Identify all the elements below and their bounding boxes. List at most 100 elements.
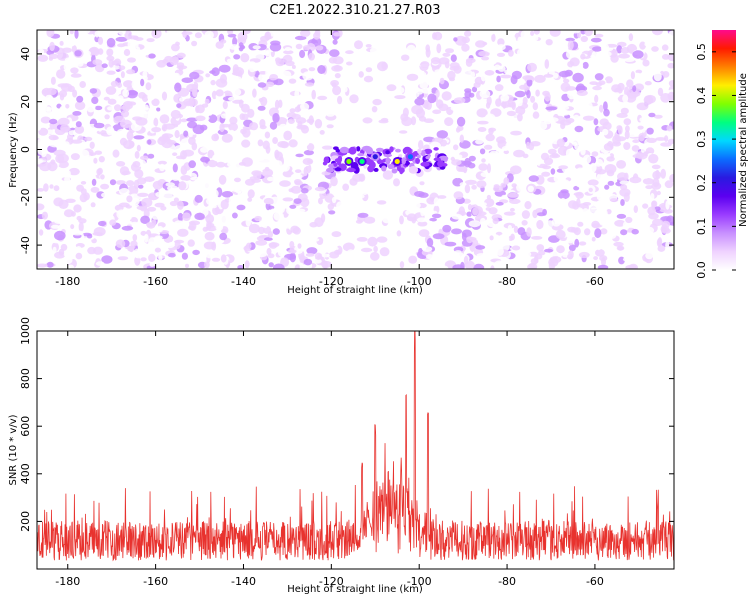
- heatmap-cell: [71, 139, 83, 144]
- x-tick-label: -100: [407, 575, 432, 588]
- heatmap-cell: [451, 228, 462, 235]
- heatmap-cell: [144, 233, 149, 243]
- heatmap-cell: [203, 52, 215, 57]
- heatmap-cell: [139, 54, 144, 63]
- heatmap-cell: [229, 116, 238, 125]
- x-tick-label: -180: [55, 575, 80, 588]
- heatmap-cell: [433, 147, 439, 151]
- spectrogram-y-axis-label: Frequency (Hz): [8, 112, 19, 188]
- heatmap-cell: [274, 149, 280, 159]
- heatmap-cell: [503, 150, 509, 155]
- heatmap-cell: [547, 148, 557, 155]
- heatmap-cell: [272, 137, 278, 144]
- y-tick-label: -20: [19, 188, 32, 206]
- heatmap-cell: [333, 32, 341, 37]
- heatmap-cell: [464, 129, 476, 137]
- heatmap-cell: [522, 96, 528, 105]
- heatmap-cell: [272, 113, 280, 123]
- heatmap-cell: [473, 82, 481, 88]
- heatmap-cell: [38, 48, 45, 56]
- heatmap-cell: [632, 139, 640, 144]
- heatmap-cell: [385, 150, 390, 155]
- heatmap-cell: [72, 89, 78, 98]
- heatmap-cell: [480, 171, 491, 178]
- heatmap-cell: [545, 106, 558, 111]
- heatmap-cell: [626, 79, 634, 88]
- heatmap-cell: [181, 31, 193, 36]
- heatmap-cell: [98, 220, 107, 227]
- heatmap-cell: [506, 110, 516, 117]
- heatmap-cell: [228, 196, 235, 206]
- heatmap-cell: [101, 255, 113, 264]
- heatmap-cell: [81, 30, 91, 34]
- heatmap-cell: [205, 73, 211, 78]
- heatmap-cell: [622, 94, 629, 103]
- heatmap-cell: [331, 196, 337, 204]
- heatmap-cell: [522, 75, 534, 81]
- heatmap-cell: [653, 114, 663, 119]
- heatmap-cell: [353, 193, 365, 199]
- heatmap-cell: [308, 52, 315, 61]
- heatmap-cell: [616, 160, 627, 169]
- snr-panel: -180 -160 -140 -120 -100 -80 -60 200 400 600 800 1…: [8, 317, 675, 595]
- heatmap-cell: [101, 248, 112, 255]
- heatmap-peak: [394, 158, 400, 165]
- heatmap-cell: [462, 69, 473, 78]
- heatmap-cell: [560, 82, 571, 92]
- heatmap-cell: [146, 222, 153, 228]
- heatmap-cell: [300, 102, 310, 111]
- heatmap-cell: [603, 108, 610, 117]
- heatmap-cell: [204, 261, 210, 269]
- heatmap-cell: [645, 185, 653, 190]
- heatmap-cell: [49, 41, 55, 52]
- heatmap-cell: [130, 240, 138, 247]
- heatmap-cell: [265, 68, 271, 78]
- heatmap-cell: [127, 185, 139, 196]
- heatmap-cell: [399, 130, 408, 134]
- heatmap-cell: [618, 53, 630, 59]
- heatmap-cell: [429, 217, 437, 222]
- heatmap-cell: [520, 30, 527, 40]
- heatmap-cell: [188, 131, 193, 139]
- heatmap-cell: [228, 218, 237, 228]
- heatmap-cell: [603, 209, 608, 220]
- heatmap-cell: [573, 264, 585, 269]
- heatmap-cell: [666, 104, 674, 114]
- heatmap-cell: [252, 88, 257, 98]
- heatmap-cell: [89, 88, 98, 94]
- heatmap-cell: [186, 117, 198, 122]
- heatmap-cell: [587, 179, 599, 186]
- heatmap-cell: [63, 252, 69, 257]
- heatmap-cell: [61, 47, 72, 53]
- heatmap-cell: [500, 94, 510, 102]
- heatmap-cell: [321, 253, 330, 258]
- heatmap-cell: [48, 140, 61, 148]
- heatmap-cell: [283, 85, 290, 95]
- heatmap-cell: [582, 115, 595, 121]
- heatmap-cell: [55, 154, 64, 164]
- heatmap-cell: [511, 245, 521, 251]
- heatmap-cell: [148, 237, 157, 247]
- heatmap-cell: [170, 109, 181, 119]
- heatmap-cell: [550, 202, 557, 212]
- heatmap-cell: [266, 247, 272, 256]
- heatmap-cell: [532, 111, 540, 119]
- heatmap-cell: [515, 106, 526, 116]
- heatmap-cell: [69, 38, 76, 47]
- heatmap-cell: [113, 58, 122, 67]
- heatmap-cell: [232, 212, 238, 219]
- heatmap-cell: [150, 109, 158, 114]
- heatmap-cell: [307, 159, 313, 164]
- heatmap-cell: [351, 64, 363, 70]
- heatmap-cell: [228, 122, 239, 132]
- heatmap-cell: [417, 221, 428, 227]
- heatmap-cell: [330, 130, 340, 140]
- heatmap-cell: [330, 176, 338, 187]
- heatmap-cell: [497, 65, 506, 72]
- heatmap-cell: [291, 65, 296, 69]
- x-tick-label: -60: [586, 575, 604, 588]
- heatmap-cell: [660, 142, 672, 147]
- heatmap-cell: [293, 198, 302, 205]
- heatmap-cell: [646, 127, 654, 135]
- heatmap-cell: [57, 117, 70, 126]
